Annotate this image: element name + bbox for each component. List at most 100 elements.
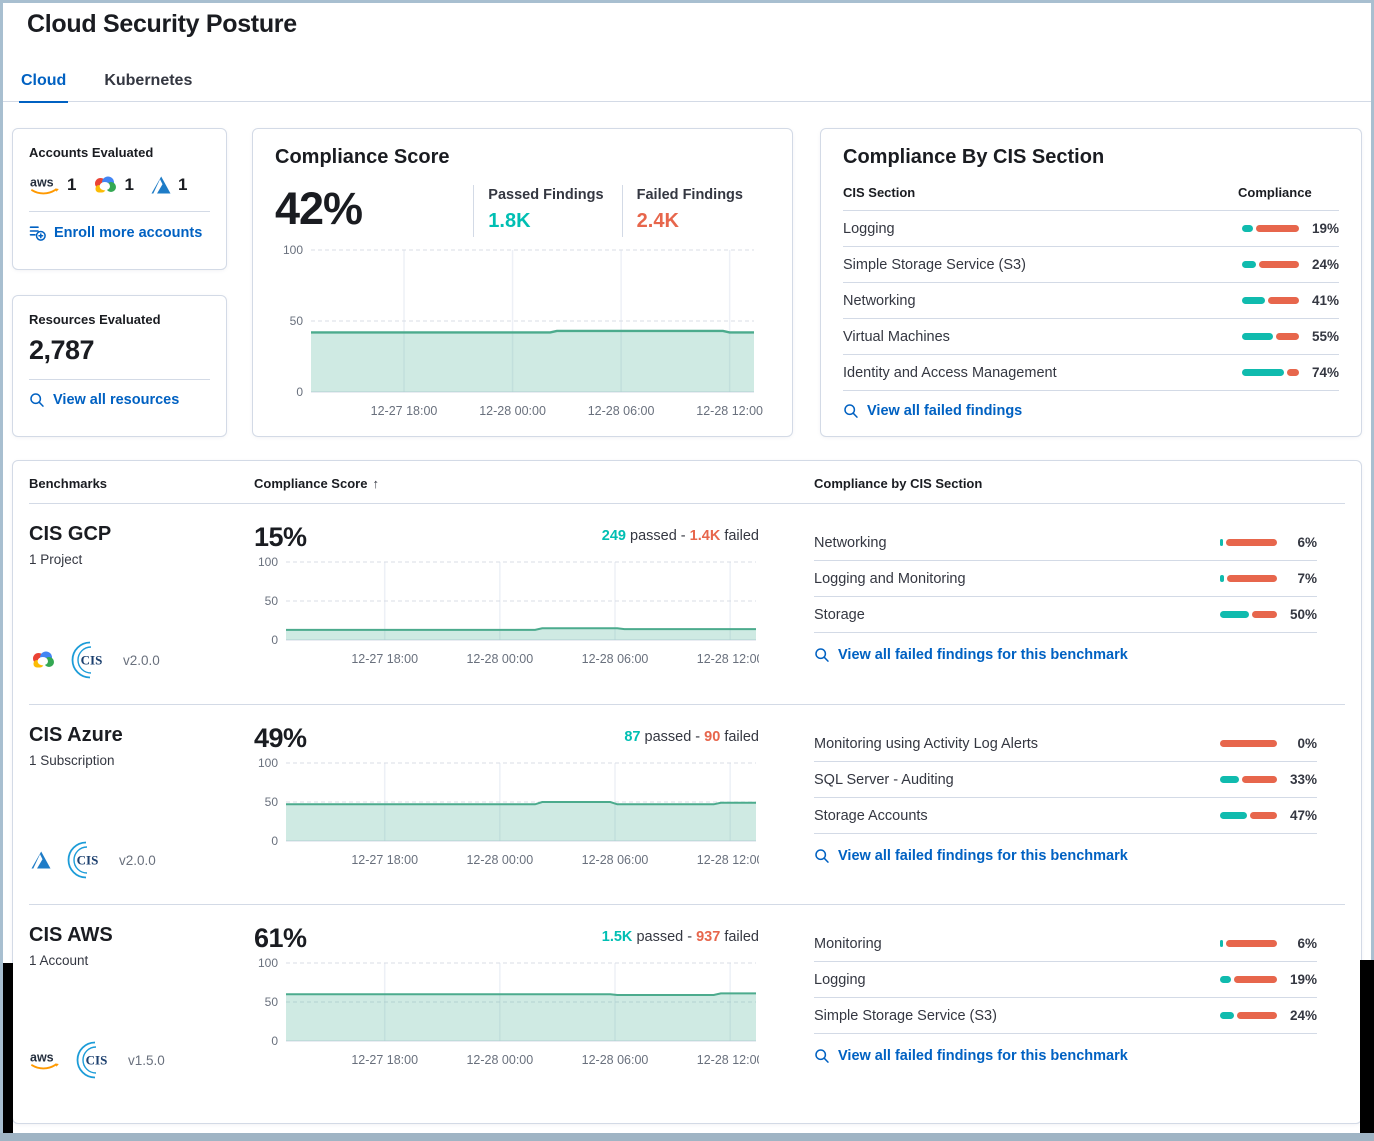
cis-section-compliance: 19% — [1289, 972, 1317, 987]
benchmark-row: CIS AWS 1 Account aws CIS v1.5.0 61% 1.5K pass… — [29, 904, 1345, 1104]
compliance-split-bar — [1220, 776, 1277, 783]
cis-section-row: Monitoring 6% — [814, 926, 1317, 962]
cis-section-row: Logging 19% — [843, 211, 1339, 247]
cis-section-compliance: 50% — [1289, 607, 1317, 622]
cis-section-compliance: 7% — [1297, 571, 1317, 586]
svg-text:12-27 18:00: 12-27 18:00 — [371, 404, 438, 418]
compliance-split-bar — [1242, 297, 1299, 304]
failed-findings-label: Failed Findings — [636, 187, 743, 203]
resources-evaluated-label: Resources Evaluated — [29, 312, 161, 327]
svg-text:12-28 00:00: 12-28 00:00 — [466, 1053, 533, 1066]
cis-section-row: Storage 50% — [814, 597, 1317, 633]
view-failed-findings-benchmark-link[interactable]: View all failed findings for this benchm… — [814, 647, 1317, 663]
compliance-split-bar — [1220, 976, 1277, 983]
view-all-failed-findings-label: View all failed findings — [867, 403, 1023, 419]
benchmark-score: 49% — [254, 723, 307, 753]
benchmark-version: v1.5.0 — [128, 1052, 165, 1068]
svg-text:50: 50 — [265, 795, 279, 809]
compliance-split-bar — [1220, 940, 1277, 947]
cis-section-row: Logging and Monitoring 7% — [814, 561, 1317, 597]
compliance-score-title: Compliance Score — [275, 146, 450, 168]
svg-text:50: 50 — [290, 314, 304, 328]
view-all-failed-findings-link[interactable]: View all failed findings — [843, 403, 1339, 419]
benchmarks-table: Benchmarks Compliance Score ↑ Compliance … — [12, 460, 1362, 1124]
benchmark-trend-chart: 0 50 100 12-27 18:00 12-28 00:00 12-28 06:00 1… — [254, 758, 814, 866]
passed-failed-summary: 87 passed - 90 failed — [624, 729, 759, 745]
cis-section-row: Identity and Access Management 74% — [843, 355, 1339, 391]
benchmark-name: CIS AWS — [29, 924, 113, 946]
view-failed-findings-benchmark-link[interactable]: View all failed findings for this benchm… — [814, 848, 1317, 864]
search-icon — [814, 848, 830, 864]
accounts-evaluated-card: Accounts Evaluated aws 1 1 1 Enroll more ac… — [12, 128, 227, 270]
resources-evaluated-value: 2,787 — [29, 335, 95, 365]
compliance-split-bar — [1220, 611, 1277, 618]
compliance-split-bar — [1242, 333, 1299, 340]
cis-section-name: Identity and Access Management — [843, 364, 1057, 381]
cis-section-name: Networking — [814, 534, 887, 551]
benchmark-version: v2.0.0 — [119, 852, 156, 868]
cis-section-name: Storage — [814, 606, 865, 623]
compliance-score-column-header[interactable]: Compliance Score ↑ — [254, 476, 379, 491]
cis-logo: CIS — [75, 1040, 115, 1080]
failed-findings-value: 2.4K — [636, 210, 679, 232]
cis-section-name: SQL Server - Auditing — [814, 771, 954, 788]
compliance-column-header: Compliance — [1238, 185, 1312, 200]
compliance-split-bar — [1220, 740, 1277, 747]
svg-text:CIS: CIS — [77, 853, 99, 868]
svg-text:aws: aws — [30, 1050, 54, 1064]
cis-section-name: Logging — [814, 971, 866, 988]
cis-section-compliance: 19% — [1311, 221, 1339, 236]
svg-text:CIS: CIS — [86, 1053, 108, 1068]
aws-logo: aws — [29, 1050, 62, 1071]
screenshot-black-strip-right — [1360, 960, 1374, 1133]
compliance-split-bar — [1242, 261, 1299, 268]
view-failed-findings-benchmark-link[interactable]: View all failed findings for this benchm… — [814, 1048, 1317, 1064]
divider — [29, 379, 210, 380]
benchmark-version: v2.0.0 — [123, 652, 160, 668]
compliance-split-bar — [1220, 1012, 1277, 1019]
cis-section-compliance: 74% — [1311, 365, 1339, 380]
benchmark-account-count: 1 Account — [29, 953, 89, 968]
svg-text:aws: aws — [30, 175, 54, 189]
enroll-more-accounts-link[interactable]: Enroll more accounts — [29, 224, 210, 241]
passed-findings-label: Passed Findings — [488, 187, 604, 203]
tab-cloud[interactable]: Cloud — [19, 72, 69, 103]
cis-section-row: Virtual Machines 55% — [843, 319, 1339, 355]
cis-section-row: Simple Storage Service (S3) 24% — [814, 998, 1317, 1034]
gcp-logo — [29, 649, 57, 671]
resources-evaluated-card: Resources Evaluated 2,787 View all resou… — [12, 295, 227, 437]
tab-kubernetes[interactable]: Kubernetes — [104, 72, 193, 89]
svg-text:12-28 12:00: 12-28 12:00 — [696, 404, 763, 418]
cis-section-row: SQL Server - Auditing 33% — [814, 762, 1317, 798]
cis-section-name: Simple Storage Service (S3) — [814, 1007, 997, 1024]
benchmark-score: 61% — [254, 923, 307, 953]
failed-findings-stat: Failed Findings 2.4K — [621, 185, 756, 237]
view-all-resources-link[interactable]: View all resources — [29, 392, 210, 408]
benchmark-name: CIS GCP — [29, 523, 112, 545]
svg-text:12-27 18:00: 12-27 18:00 — [351, 1053, 418, 1066]
divider — [29, 211, 210, 212]
svg-text:12-27 18:00: 12-27 18:00 — [351, 853, 418, 866]
cis-logo: CIS — [70, 640, 110, 680]
svg-text:100: 100 — [258, 958, 278, 970]
svg-text:12-28 06:00: 12-28 06:00 — [582, 1053, 649, 1066]
cis-section-compliance: 33% — [1289, 772, 1317, 787]
cis-section-name: Virtual Machines — [843, 328, 950, 345]
gcp-account-count: 1 — [124, 175, 134, 194]
svg-text:100: 100 — [258, 557, 278, 569]
search-icon — [29, 392, 45, 408]
cis-section-name: Monitoring using Activity Log Alerts — [814, 735, 1039, 752]
cis-section-column-header: CIS Section — [843, 185, 916, 200]
compliance-score-value: 42% — [275, 183, 363, 234]
cis-section-compliance: 55% — [1311, 329, 1339, 344]
compliance-by-cis-section-card: Compliance By CIS Section CIS Section Co… — [820, 128, 1362, 437]
cis-section-compliance: 24% — [1311, 257, 1339, 272]
azure-account-count: 1 — [177, 175, 188, 194]
benchmark-row: CIS GCP 1 Project CIS v2.0.0 15% 249 passed -… — [29, 504, 1345, 704]
passed-failed-summary: 249 passed - 1.4K failed — [601, 528, 759, 544]
svg-text:100: 100 — [283, 243, 303, 257]
search-icon — [843, 403, 859, 419]
cis-section-compliance: 6% — [1297, 535, 1317, 550]
passed-findings-stat: Passed Findings 1.8K — [473, 185, 607, 237]
compliance-split-bar — [1220, 539, 1277, 546]
